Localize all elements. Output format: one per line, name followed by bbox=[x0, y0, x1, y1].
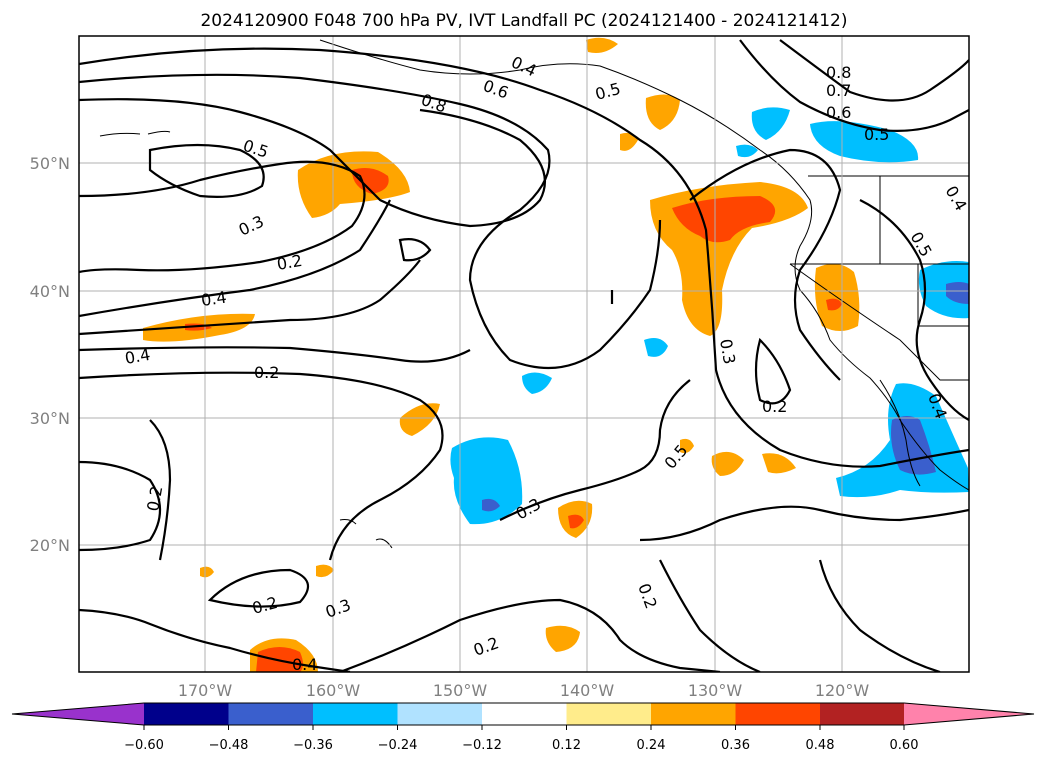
contour-label: 0.5 bbox=[864, 125, 889, 144]
map-frame bbox=[78, 35, 970, 673]
lon-label: 120°W bbox=[815, 681, 870, 700]
contour-label: 0.4 bbox=[123, 345, 151, 368]
contour-label: 0.8 bbox=[826, 63, 851, 82]
shade-pos-3 bbox=[711, 451, 744, 476]
lat-label: 30°N bbox=[30, 409, 70, 428]
shade-pos-1 bbox=[399, 403, 440, 436]
colorbar-tick-label: 0.48 bbox=[806, 738, 835, 753]
lon-label: 160°W bbox=[306, 681, 361, 700]
colorbar-bin bbox=[397, 703, 482, 725]
shade-neg-3 bbox=[644, 338, 668, 357]
contour-label: 0.4 bbox=[292, 655, 317, 674]
lat-labels: 50°N 40°N 30°N 20°N bbox=[30, 154, 70, 555]
lat-label: 40°N bbox=[30, 282, 70, 301]
colorbar-bin bbox=[482, 703, 567, 725]
colorbar-bin bbox=[651, 703, 736, 725]
colorbar-bin bbox=[820, 703, 905, 725]
colorbar-bin bbox=[566, 703, 651, 725]
lat-label: 50°N bbox=[30, 154, 70, 173]
colorbar-bin bbox=[313, 703, 398, 725]
lon-label: 170°W bbox=[178, 681, 233, 700]
lon-label: 140°W bbox=[560, 681, 615, 700]
shade-pos-4 bbox=[762, 453, 796, 474]
contour-label: 0.7 bbox=[826, 81, 851, 100]
colorbar: −0.60 −0.48 −0.36 −0.24 −0.12 0.12 0.24 … bbox=[11, 702, 1035, 753]
colorbar-tick-label: −0.24 bbox=[378, 738, 418, 753]
shade-pos-7 bbox=[586, 37, 618, 53]
colorbar-tick-label: −0.12 bbox=[462, 738, 502, 753]
colorbar-tick-label: 0.24 bbox=[637, 738, 666, 753]
lon-label: 150°W bbox=[433, 681, 488, 700]
colorbar-over-extension bbox=[904, 703, 1034, 725]
colorbar-tick-label: −0.60 bbox=[124, 738, 164, 753]
colorbar-tick-label: 0.12 bbox=[552, 738, 581, 753]
contour-label: 0.4 bbox=[200, 288, 228, 310]
contour-label: 0.2 bbox=[254, 363, 279, 382]
contour-label: 0.2 bbox=[275, 251, 303, 274]
colorbar-under-extension bbox=[12, 703, 144, 725]
shade-neg-7 bbox=[751, 107, 790, 140]
contour-label: 0.2 bbox=[762, 397, 787, 416]
shade-neg-2 bbox=[522, 372, 552, 394]
shade-pos-gulf-alaska bbox=[297, 151, 410, 218]
shade-pos-5 bbox=[645, 94, 680, 130]
shade-pos-6 bbox=[620, 132, 638, 151]
colorbar-tick-label: −0.36 bbox=[293, 738, 333, 753]
shade-neg-5 bbox=[918, 261, 969, 319]
contour-label: 0.3 bbox=[716, 337, 739, 365]
shade-pos-8 bbox=[545, 625, 580, 652]
colorbar-ticks bbox=[143, 725, 905, 730]
colorbar-tick-label: 0.60 bbox=[890, 738, 919, 753]
colorbar-tick-label: 0.36 bbox=[721, 738, 750, 753]
colorbar-bin bbox=[144, 703, 229, 725]
contour-label: 0.6 bbox=[826, 103, 851, 122]
lon-labels: 170°W 160°W 150°W 140°W 130°W 120°W bbox=[178, 681, 870, 700]
pv-contours bbox=[79, 39, 969, 672]
lon-label: 130°W bbox=[688, 681, 743, 700]
colorbar-bin bbox=[228, 703, 313, 725]
colorbar-bin bbox=[735, 703, 820, 725]
shade-neg-1 bbox=[450, 437, 523, 525]
lat-label: 20°N bbox=[30, 536, 70, 555]
figure-title: 2024120900 F048 700 hPa PV, IVT Landfall… bbox=[200, 11, 847, 31]
graticule bbox=[79, 36, 969, 672]
ivt-shading bbox=[143, 37, 969, 672]
colorbar-tick-label: −0.48 bbox=[209, 738, 249, 753]
contour-label: 0.2 bbox=[143, 484, 166, 512]
